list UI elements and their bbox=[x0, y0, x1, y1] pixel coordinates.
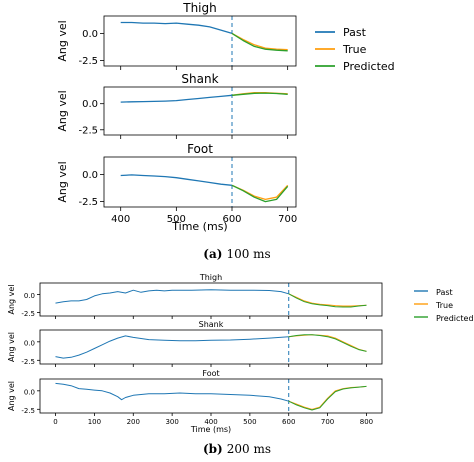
x-tick-label: 800 bbox=[360, 418, 373, 426]
legend: Past True Predicted bbox=[414, 288, 474, 323]
panel-frame bbox=[39, 329, 383, 365]
series-line-past bbox=[55, 289, 289, 304]
panel-thigh: Thigh Ang vel 0.0 -2.5 bbox=[7, 273, 383, 319]
x-tick-label: 0 bbox=[53, 418, 57, 426]
x-tick-label: 400 bbox=[204, 418, 217, 426]
panel-frame bbox=[103, 15, 297, 67]
caption-a-text: 100 ms bbox=[226, 247, 270, 261]
panel-foot: Foot Ang vel 0.0 -2.5 bbox=[7, 369, 383, 416]
series-line-true bbox=[288, 293, 367, 307]
legend: Past True Predicted bbox=[315, 26, 395, 73]
caption-b-text: 200 ms bbox=[227, 442, 271, 456]
series-line-past bbox=[55, 382, 289, 402]
caption-b-label: (b) bbox=[203, 442, 223, 456]
panel-title: Shank bbox=[181, 72, 218, 86]
y-tick-label: -2.5 bbox=[21, 358, 35, 366]
legend-label-past: Past bbox=[436, 288, 453, 297]
series-line-predicted bbox=[288, 293, 367, 308]
y-axis-label: Ang vel bbox=[7, 381, 16, 411]
y-axis-label: Ang vel bbox=[56, 161, 69, 202]
x-tick-label: 600 bbox=[282, 418, 295, 426]
series-line-true bbox=[231, 32, 288, 51]
legend-label-true: True bbox=[342, 43, 367, 56]
y-axis-label: Ang vel bbox=[56, 20, 69, 61]
series-line-predicted bbox=[288, 334, 367, 352]
series-line-past bbox=[120, 174, 233, 186]
panel-foot: Foot Ang vel 0.0 -2.5 bbox=[56, 142, 297, 211]
y-tick-label: 0.0 bbox=[24, 339, 35, 347]
series-line-predicted bbox=[288, 385, 367, 411]
panel-title: Shank bbox=[199, 320, 224, 329]
y-axis-label: Ang vel bbox=[7, 332, 16, 362]
y-tick-label: 0.0 bbox=[82, 99, 98, 110]
y-tick-label: 0.0 bbox=[82, 170, 98, 181]
y-axis-label: Ang vel bbox=[56, 90, 69, 131]
caption-a: (a) 100 ms bbox=[203, 247, 270, 261]
panel-frame bbox=[103, 86, 297, 136]
series-line-past bbox=[55, 335, 289, 359]
series-line-past bbox=[120, 94, 233, 103]
x-tick-label: 500 bbox=[167, 214, 186, 225]
x-tick-label: 400 bbox=[111, 214, 130, 225]
panel-frame bbox=[103, 156, 297, 208]
legend-label-predicted: Predicted bbox=[436, 314, 474, 323]
y-tick-label: 0.0 bbox=[82, 29, 98, 40]
panel-frame bbox=[39, 378, 383, 414]
series-line-predicted bbox=[231, 184, 289, 203]
x-tick-label: 200 bbox=[127, 418, 140, 426]
y-tick-label: -2.5 bbox=[21, 310, 35, 318]
series-line-predicted bbox=[231, 92, 288, 96]
x-tick-label: 700 bbox=[278, 214, 297, 225]
y-tick-label: 0.0 bbox=[24, 292, 35, 300]
y-tick-label: 0.0 bbox=[24, 388, 35, 396]
series-line-past bbox=[120, 21, 233, 35]
caption-a-label: (a) bbox=[203, 247, 222, 261]
series-line-true bbox=[231, 184, 289, 201]
panel-frame bbox=[39, 282, 383, 317]
panel-thigh: Thigh Ang vel 0.0 -2.5 bbox=[56, 1, 297, 70]
x-tick-label: 500 bbox=[243, 418, 256, 426]
y-tick-label: -2.5 bbox=[78, 197, 98, 208]
y-tick-label: -2.5 bbox=[21, 407, 35, 415]
legend-label-past: Past bbox=[343, 26, 367, 39]
panel-title: Thigh bbox=[182, 1, 217, 15]
caption-b: (b) 200 ms bbox=[203, 442, 271, 456]
panel-title: Foot bbox=[202, 369, 219, 378]
x-axis-label: Time (ms) bbox=[171, 220, 227, 233]
legend-label-predicted: Predicted bbox=[343, 60, 395, 73]
panel-shank: Shank Ang vel 0.0 -2.5 bbox=[56, 72, 297, 139]
x-tick-label: 700 bbox=[321, 418, 334, 426]
panel-title: Thigh bbox=[199, 273, 222, 282]
x-tick-label: 100 bbox=[88, 418, 101, 426]
x-axis-label: Time (ms) bbox=[190, 425, 231, 434]
panel-shank: Shank Ang vel 0.0 -2.5 bbox=[7, 320, 383, 367]
y-axis-label: Ang vel bbox=[7, 284, 16, 314]
legend-label-true: True bbox=[435, 301, 453, 310]
x-tick-label: 600 bbox=[222, 214, 241, 225]
series-line-predicted bbox=[231, 32, 288, 52]
series-line-true bbox=[288, 334, 367, 352]
panel-title: Foot bbox=[187, 142, 213, 156]
y-tick-label: -2.5 bbox=[78, 125, 98, 136]
x-tick-label: 300 bbox=[165, 418, 178, 426]
y-tick-label: -2.5 bbox=[78, 56, 98, 67]
